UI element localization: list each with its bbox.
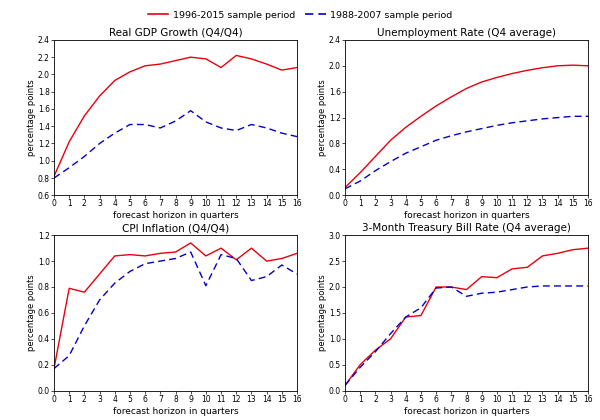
Title: Real GDP Growth (Q4/Q4): Real GDP Growth (Q4/Q4) bbox=[109, 28, 242, 38]
Y-axis label: percentage points: percentage points bbox=[28, 275, 37, 351]
X-axis label: forecast horizon in quarters: forecast horizon in quarters bbox=[404, 211, 529, 220]
X-axis label: forecast horizon in quarters: forecast horizon in quarters bbox=[404, 407, 529, 415]
X-axis label: forecast horizon in quarters: forecast horizon in quarters bbox=[113, 211, 238, 220]
Y-axis label: percentage points: percentage points bbox=[319, 79, 328, 156]
Title: 3-Month Treasury Bill Rate (Q4 average): 3-Month Treasury Bill Rate (Q4 average) bbox=[362, 223, 571, 233]
Title: CPI Inflation (Q4/Q4): CPI Inflation (Q4/Q4) bbox=[122, 223, 229, 233]
Y-axis label: percentage points: percentage points bbox=[28, 79, 37, 156]
Legend: 1996-2015 sample period, 1988-2007 sample period: 1996-2015 sample period, 1988-2007 sampl… bbox=[144, 7, 456, 24]
Y-axis label: percentage points: percentage points bbox=[319, 275, 328, 351]
X-axis label: forecast horizon in quarters: forecast horizon in quarters bbox=[113, 407, 238, 415]
Title: Unemployment Rate (Q4 average): Unemployment Rate (Q4 average) bbox=[377, 28, 556, 38]
